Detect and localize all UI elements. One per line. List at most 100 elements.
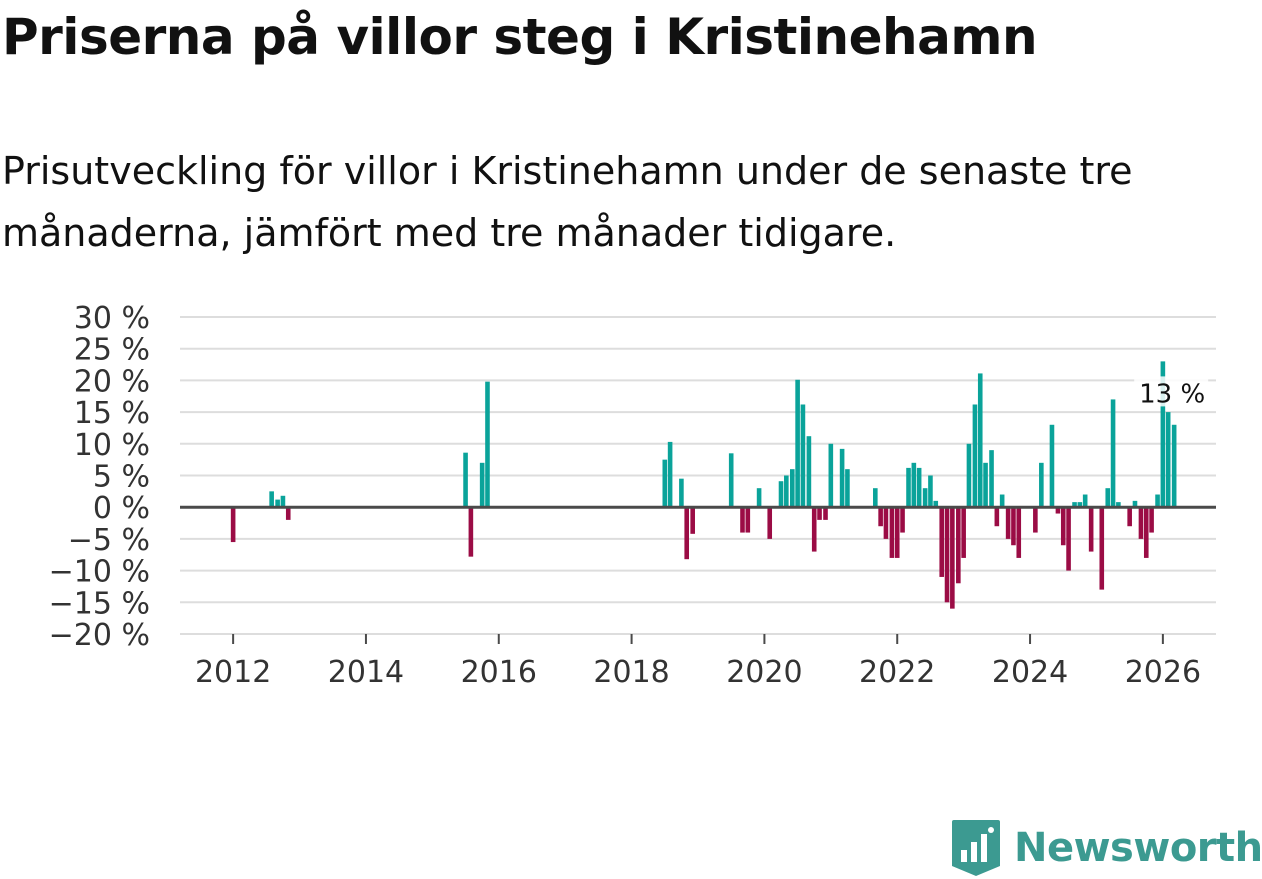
- bar-negative: [811, 507, 817, 552]
- bar-positive: [1155, 494, 1160, 508]
- y-tick-label: −15 %: [49, 586, 150, 621]
- x-tick-label: 2022: [859, 655, 935, 690]
- grid-lines: [180, 316, 1216, 635]
- bar-chart: 30 %25 %20 %15 %10 %5 %0 %−5 %−10 %−15 %…: [49, 301, 1216, 690]
- bar-positive: [485, 381, 490, 508]
- bar-positive: [911, 462, 917, 508]
- annotation-group: 13 %: [1134, 376, 1209, 409]
- newsworthy-logo: Newsworthy: [950, 818, 1262, 878]
- x-tick-label: 2018: [593, 655, 669, 690]
- x-tick-label: 2024: [992, 655, 1068, 690]
- bar-positive: [845, 469, 850, 508]
- bar-positive: [839, 448, 845, 508]
- bar-positive: [795, 379, 800, 508]
- bar-negative: [1088, 507, 1094, 552]
- bar-positive: [1077, 502, 1083, 508]
- bar-negative: [1127, 507, 1132, 527]
- bar-positive: [1110, 399, 1116, 508]
- y-tick-label: 15 %: [74, 396, 150, 431]
- bar-positive: [269, 491, 274, 508]
- bar-negative: [230, 507, 236, 543]
- bar-negative: [740, 507, 745, 533]
- bar-negative: [956, 507, 961, 584]
- bar-positive: [1116, 502, 1121, 508]
- bar-positive: [1082, 494, 1088, 508]
- bar-positive: [906, 467, 911, 508]
- y-tick-label: −20 %: [49, 618, 150, 653]
- page-title: Priserna på villor steg i Kristinehamn: [2, 8, 1038, 66]
- bar-negative: [900, 507, 905, 533]
- bar-negative: [468, 507, 474, 557]
- bar-negative: [684, 507, 690, 560]
- bar-negative: [894, 507, 900, 558]
- y-axis: 30 %25 %20 %15 %10 %5 %0 %−5 %−10 %−15 %…: [49, 301, 150, 653]
- bar-positive: [275, 499, 280, 508]
- bar-positive: [1165, 412, 1171, 508]
- bar-positive: [784, 475, 789, 508]
- bar-positive: [1049, 424, 1055, 508]
- x-tick-label: 2026: [1125, 655, 1201, 690]
- bar-negative: [1011, 507, 1016, 546]
- bar-positive: [800, 404, 806, 508]
- bar-positive: [972, 404, 978, 508]
- bar-negative: [1149, 507, 1154, 533]
- bar-positive: [280, 495, 286, 508]
- x-tick-label: 2012: [195, 655, 271, 690]
- y-tick-label: 0 %: [93, 491, 150, 526]
- bar-positive: [1072, 502, 1077, 508]
- y-tick-label: 20 %: [74, 364, 150, 399]
- bar-positive: [989, 450, 994, 508]
- bar-positive: [999, 494, 1005, 508]
- bar-negative: [745, 507, 751, 533]
- bar-positive: [828, 443, 834, 508]
- bar-positive: [873, 488, 878, 508]
- y-tick-label: −10 %: [49, 555, 150, 590]
- bar-positive: [966, 443, 972, 508]
- bar-positive: [790, 469, 795, 508]
- bar-positive: [463, 452, 468, 508]
- bar-negative: [961, 507, 966, 558]
- bar-positive: [806, 436, 812, 508]
- bar-negative: [878, 507, 883, 527]
- bar-negative: [883, 507, 889, 539]
- bar-positive: [778, 481, 784, 508]
- y-tick-label: 30 %: [74, 301, 150, 336]
- bar-positive: [667, 441, 673, 508]
- annotation-background: [1134, 376, 1209, 407]
- bar-negative: [1033, 507, 1038, 533]
- bar-negative: [823, 507, 828, 520]
- bar-negative: [817, 507, 822, 520]
- bar-negative: [1099, 507, 1105, 590]
- bar-negative: [944, 507, 950, 603]
- x-tick-label: 2016: [461, 655, 537, 690]
- bar-positive: [662, 459, 668, 508]
- bar-positive: [983, 462, 988, 508]
- x-tick-label: 2014: [328, 655, 404, 690]
- bar-positive: [1171, 424, 1177, 508]
- bar-negative: [1138, 507, 1144, 539]
- bar-positive: [728, 453, 734, 508]
- bar-negative: [889, 507, 895, 558]
- bar-positive: [479, 462, 485, 508]
- bar-positive: [933, 500, 939, 508]
- bar-negative: [767, 507, 773, 539]
- newsworthy-logo-text: Newsworthy: [1014, 825, 1262, 871]
- x-tick-label: 2020: [726, 655, 802, 690]
- bar-negative: [285, 507, 291, 520]
- bar-positive: [1160, 361, 1166, 508]
- bar-negative: [1060, 507, 1066, 546]
- bar-positive: [977, 373, 983, 508]
- bar-negative: [1143, 507, 1149, 558]
- bar-negative: [1005, 507, 1011, 539]
- y-tick-label: 10 %: [74, 428, 150, 463]
- bar-positive: [928, 475, 933, 508]
- bar-positive: [922, 488, 928, 508]
- bar-positive: [679, 478, 684, 508]
- bar-negative: [1066, 507, 1071, 571]
- last-value-annotation: 13 %: [1139, 379, 1205, 409]
- newsworthy-logo-icon: [952, 820, 1000, 876]
- bar-positive: [1039, 462, 1044, 508]
- bar-negative: [939, 507, 945, 577]
- bar-positive: [1132, 500, 1138, 508]
- bar-negative: [1055, 507, 1061, 514]
